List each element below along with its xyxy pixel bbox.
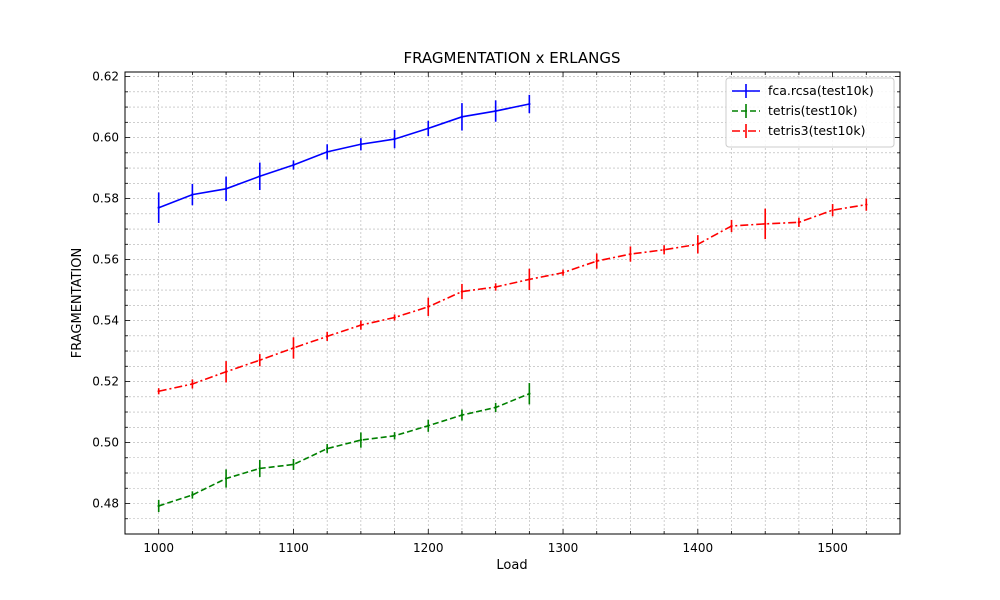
- data-point: [157, 206, 160, 209]
- data-point: [292, 163, 295, 167]
- data-point: [528, 102, 531, 106]
- x-tick-label: 1300: [548, 541, 579, 555]
- data-point: [325, 447, 329, 450]
- data-point: [359, 323, 363, 327]
- x-tick-label: 1000: [143, 541, 174, 555]
- x-tick-label: 1100: [278, 541, 309, 555]
- series-line: [158, 103, 530, 209]
- data-point: [157, 504, 160, 508]
- chart-title: FRAGMENTATION x ERLANGS: [403, 49, 620, 67]
- series-line: [158, 392, 530, 507]
- data-point: [595, 259, 598, 263]
- data-point: [191, 193, 194, 196]
- data-point: [359, 143, 363, 146]
- data-point: [224, 370, 228, 373]
- data-point: [460, 413, 464, 417]
- data-point: [831, 208, 834, 212]
- data-point: [764, 222, 767, 226]
- y-tick-label: 0.48: [92, 497, 119, 511]
- data-point: [393, 316, 396, 319]
- series-line: [158, 203, 867, 393]
- data-point: [528, 392, 531, 395]
- data-point: [157, 390, 160, 393]
- series-2: [157, 198, 868, 395]
- data-point: [393, 434, 396, 438]
- data-point: [258, 467, 261, 470]
- data-point: [393, 137, 396, 141]
- y-tick-label: 0.54: [92, 314, 119, 328]
- data-point: [730, 224, 733, 228]
- legend-entry: tetris3(test10k): [732, 123, 865, 138]
- data-point: [191, 493, 194, 497]
- data-point: [325, 150, 329, 154]
- data-point: [427, 127, 430, 130]
- y-tick-label: 0.52: [92, 375, 119, 389]
- data-point: [494, 109, 497, 113]
- legend-label: tetris3(test10k): [768, 123, 865, 138]
- y-tick-label: 0.50: [92, 436, 119, 450]
- data-point: [865, 203, 868, 206]
- x-axis-label: Load: [496, 558, 527, 573]
- data-point: [427, 424, 430, 427]
- x-tick-label: 1500: [817, 541, 848, 555]
- data-point: [494, 406, 497, 409]
- grid-layer: [124, 72, 901, 534]
- legend-box: [725, 77, 895, 148]
- data-point: [662, 248, 666, 251]
- data-point: [460, 115, 464, 119]
- data-point: [561, 271, 565, 274]
- series-1: [157, 383, 531, 513]
- data-point: [696, 243, 700, 246]
- series-layer: [157, 94, 868, 513]
- data-point: [460, 290, 464, 293]
- data-point: [191, 382, 194, 386]
- y-tick-label: 0.58: [92, 192, 119, 206]
- data-point: [224, 187, 228, 190]
- data-point: [797, 221, 801, 224]
- y-tick-label: 0.56: [92, 253, 119, 267]
- data-point: [629, 252, 632, 256]
- x-tick-label: 1400: [683, 541, 714, 555]
- legend-entry: fca.rcsa(test10k): [732, 83, 874, 98]
- legend-label: fca.rcsa(test10k): [768, 83, 874, 98]
- plot-frame: [124, 71, 901, 535]
- legend-label: tetris(test10k): [768, 103, 858, 118]
- data-point: [427, 305, 430, 309]
- series-0: [157, 94, 531, 223]
- y-tick-label: 0.60: [92, 131, 119, 145]
- data-point: [528, 278, 531, 281]
- data-point: [494, 285, 497, 289]
- data-point: [359, 438, 363, 442]
- data-point: [224, 477, 228, 480]
- data-point: [292, 346, 295, 350]
- legend: fca.rcsa(test10k) tetris(test10k) tetris3(…: [725, 77, 895, 148]
- tick-layer: 1000 1100 1200 1300 1400 1500 0.48 0.50 0.52 0.54…: [92, 70, 901, 555]
- legend-entry: tetris(test10k): [732, 103, 858, 118]
- data-point: [258, 175, 261, 178]
- x-tick-label: 1200: [413, 541, 444, 555]
- data-point: [325, 335, 329, 338]
- data-point: [292, 463, 295, 466]
- y-tick-label: 0.62: [92, 70, 119, 84]
- y-axis-label: FRAGMENTATION: [70, 248, 85, 358]
- data-point: [258, 358, 261, 362]
